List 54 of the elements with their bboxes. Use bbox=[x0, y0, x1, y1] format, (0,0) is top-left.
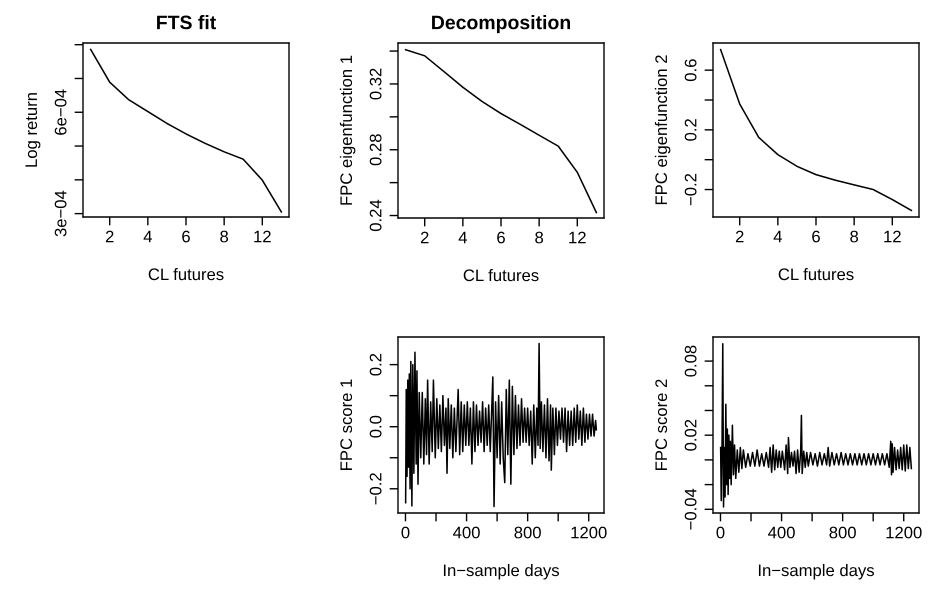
x-tick-label: 4 bbox=[458, 232, 467, 244]
x-tick-label: 800 bbox=[514, 526, 541, 538]
line-series bbox=[720, 48, 912, 212]
y-tick-label: 0.02 bbox=[684, 420, 697, 451]
y-tick-label: 0.2 bbox=[684, 119, 697, 141]
line-series bbox=[90, 48, 282, 213]
x-tick-label: 8 bbox=[220, 230, 228, 242]
y-axis-title: FPC score 2 bbox=[655, 380, 668, 470]
x-tick-label: 12 bbox=[884, 230, 901, 242]
x-tick-label: 6 bbox=[182, 230, 190, 242]
x-tick-label: 12 bbox=[569, 232, 586, 244]
x-tick-label: 4 bbox=[774, 230, 782, 242]
y-tick-label: −0.04 bbox=[684, 488, 697, 530]
line-series bbox=[404, 342, 598, 508]
x-tick-label: 400 bbox=[453, 526, 480, 538]
x-tick-label: 4 bbox=[144, 230, 152, 242]
y-tick-label: 0.2 bbox=[370, 354, 382, 376]
x-tick-label: 12 bbox=[254, 230, 271, 242]
x-tick-label: 1200 bbox=[571, 526, 607, 538]
line-series bbox=[720, 343, 912, 508]
line-series bbox=[404, 48, 598, 214]
y-tick-label: 3e−04 bbox=[54, 190, 67, 236]
y-axis-title: FPC eigenfunction 2 bbox=[654, 55, 670, 204]
x-axis-title: CL futures bbox=[778, 268, 854, 280]
x-axis-title: CL futures bbox=[148, 268, 224, 280]
x-axis-title: In−sample days bbox=[444, 564, 559, 580]
x-tick-label: 2 bbox=[420, 232, 428, 244]
x-tick-label: 2 bbox=[106, 230, 114, 242]
y-tick-label: 0.24 bbox=[370, 200, 382, 232]
x-tick-label: 8 bbox=[850, 230, 858, 242]
x-axis-title: In−sample days bbox=[758, 564, 874, 580]
y-tick-label: −0.2 bbox=[684, 174, 697, 206]
x-axis-title: CL futures bbox=[464, 268, 539, 282]
x-tick-label: 6 bbox=[497, 232, 505, 244]
y-tick-label: 0.08 bbox=[684, 346, 697, 377]
y-tick-label: 0.28 bbox=[370, 134, 382, 166]
y-tick-label: 6e−04 bbox=[54, 89, 67, 135]
x-tick-label: 400 bbox=[768, 526, 795, 538]
x-tick-label: 6 bbox=[812, 230, 820, 242]
y-axis-title: FPC score 1 bbox=[340, 380, 352, 470]
y-tick-label: 0.6 bbox=[684, 59, 697, 82]
x-tick-label: 8 bbox=[535, 232, 544, 244]
chart-title: FTS fit bbox=[157, 15, 216, 30]
y-tick-label: −0.2 bbox=[370, 473, 382, 504]
y-tick-label: 0.0 bbox=[370, 416, 382, 438]
y-axis-title: FPC eigenfunction 1 bbox=[340, 56, 356, 205]
y-axis-title: Log return bbox=[25, 93, 40, 167]
x-tick-label: 2 bbox=[736, 230, 744, 242]
x-tick-label: 0 bbox=[402, 526, 410, 538]
x-tick-label: 1200 bbox=[886, 526, 922, 538]
y-tick-label: 0.32 bbox=[370, 68, 382, 100]
x-tick-label: 0 bbox=[716, 526, 724, 538]
chart-title: Decomposition bbox=[432, 15, 570, 34]
x-tick-label: 800 bbox=[829, 526, 856, 538]
